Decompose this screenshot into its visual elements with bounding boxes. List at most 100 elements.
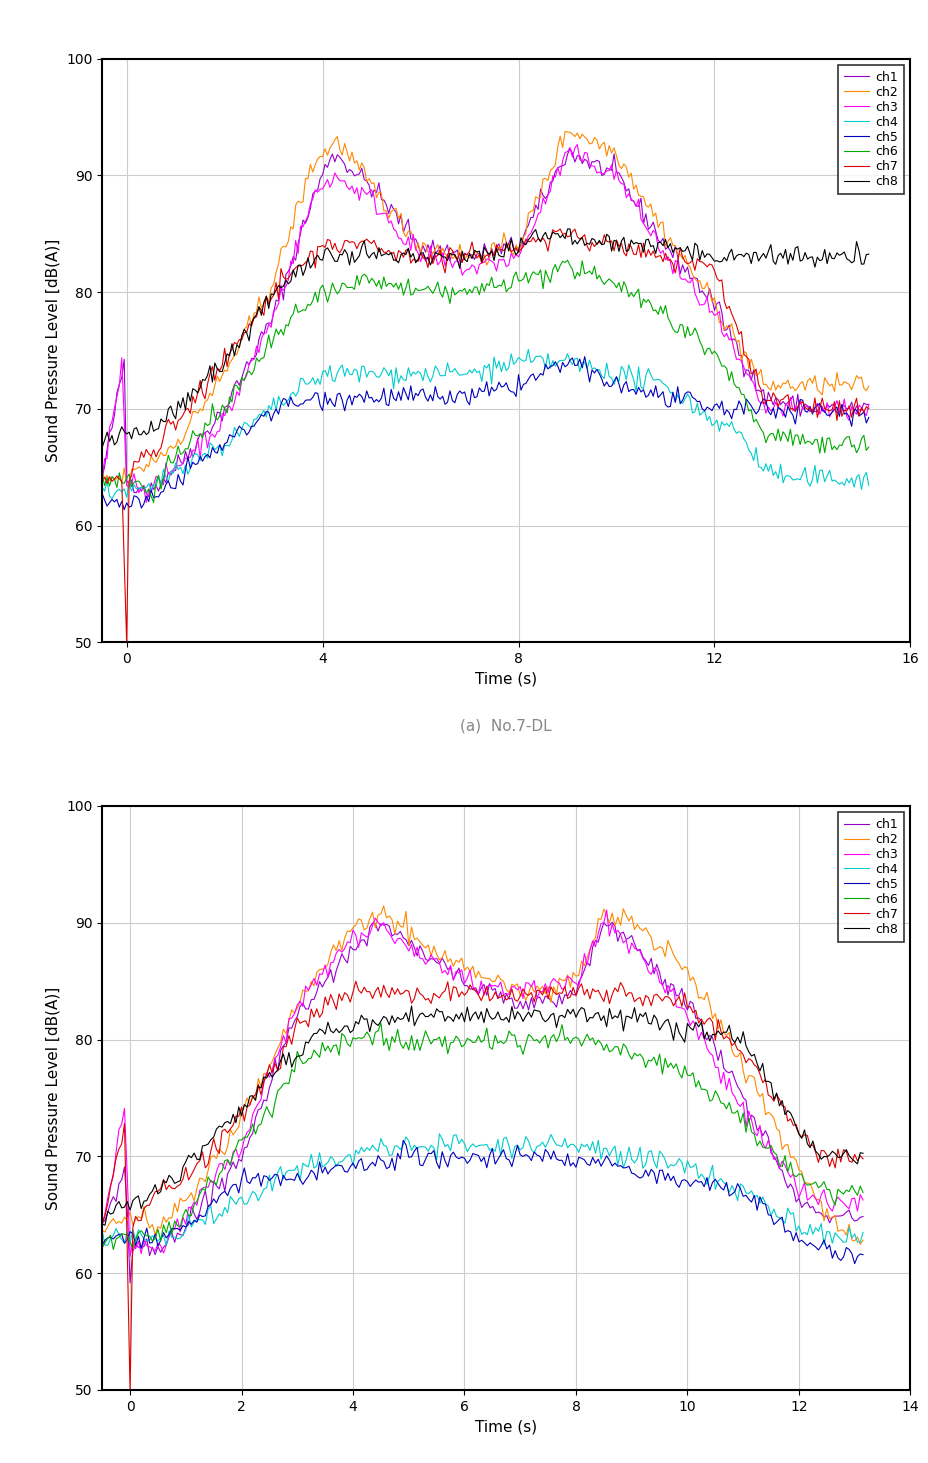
Line: ch4: ch4 [102, 1134, 862, 1245]
ch3 [305, 976, 316, 993]
Line: ch5: ch5 [102, 357, 868, 509]
ch3 [319, 176, 330, 193]
ch1 [319, 155, 330, 173]
ch1 [97, 468, 108, 486]
ch8 [463, 244, 474, 262]
ch3 [241, 366, 252, 383]
ch3 [701, 1039, 712, 1056]
ch6 [857, 1184, 868, 1201]
ch5 [119, 500, 130, 518]
ch7 [121, 633, 132, 651]
ch2 [97, 464, 108, 481]
ch1 [862, 396, 873, 414]
ch1 [701, 1031, 712, 1049]
ch7 [674, 238, 685, 256]
ch4 [346, 366, 357, 383]
ch4 [101, 473, 112, 490]
ch2 [559, 123, 570, 140]
ch1 [606, 913, 617, 930]
ch7 [466, 233, 477, 250]
ch1 [97, 1214, 108, 1232]
ch6 [163, 1213, 174, 1230]
ch3 [631, 941, 642, 958]
ch8 [862, 246, 873, 263]
ch8 [99, 1216, 110, 1233]
ch5 [319, 383, 330, 401]
ch2 [303, 982, 314, 999]
ch8 [564, 219, 575, 237]
ch5 [862, 408, 873, 426]
ch5 [857, 1246, 868, 1264]
ch8 [238, 320, 250, 338]
ch6 [346, 278, 357, 296]
ch8 [163, 1166, 174, 1184]
ch2 [754, 1088, 765, 1106]
ch6 [375, 1014, 386, 1031]
ch2 [674, 246, 685, 263]
ch6 [862, 439, 873, 456]
ch2 [101, 467, 112, 484]
ch7 [857, 1150, 868, 1167]
Y-axis label: Sound Pressure Level [dB(A)]: Sound Pressure Level [dB(A)] [45, 986, 60, 1210]
ch7 [701, 1011, 712, 1028]
ch3 [97, 470, 108, 487]
ch3 [97, 1216, 108, 1233]
ch3 [346, 177, 357, 195]
ch7 [554, 219, 565, 237]
ch6 [108, 1241, 119, 1258]
ch4 [674, 392, 685, 410]
ch5 [628, 1165, 639, 1182]
ch8 [756, 1055, 767, 1072]
ch5 [97, 484, 108, 502]
ch4 [862, 477, 873, 494]
ch4 [97, 478, 108, 496]
Line: ch3: ch3 [102, 910, 862, 1257]
ch1 [305, 990, 316, 1008]
ch2 [400, 903, 411, 920]
ch4 [400, 1128, 411, 1146]
ch6 [701, 1081, 712, 1099]
ch7 [403, 983, 414, 1001]
ch6 [101, 468, 112, 486]
ch6 [148, 493, 159, 511]
Line: ch6: ch6 [102, 260, 868, 502]
ch5 [698, 1178, 709, 1195]
ch8 [672, 240, 683, 257]
ch1 [674, 265, 685, 282]
ch8 [101, 423, 112, 440]
ch5 [346, 396, 357, 414]
ch5 [466, 380, 477, 398]
ch8 [400, 1004, 411, 1021]
ch1 [857, 1208, 868, 1226]
ch5 [303, 1167, 314, 1185]
ch5 [97, 1236, 108, 1254]
Line: ch2: ch2 [102, 132, 868, 484]
ch8 [305, 1028, 316, 1046]
ch1 [564, 140, 575, 158]
ch1 [346, 162, 357, 180]
ch1 [756, 1127, 767, 1144]
ch2 [121, 475, 132, 493]
Line: ch4: ch4 [102, 350, 868, 499]
ch7 [350, 973, 361, 990]
ch4 [756, 1188, 767, 1206]
ch7 [163, 1176, 174, 1194]
ch7 [319, 238, 330, 256]
ch4 [701, 1176, 712, 1194]
ch7 [862, 399, 873, 417]
Legend: ch1, ch2, ch3, ch4, ch5, ch6, ch7, ch8: ch1, ch2, ch3, ch4, ch5, ch6, ch7, ch8 [837, 812, 903, 942]
ch4 [241, 414, 252, 432]
ch7 [97, 470, 108, 487]
ch7 [756, 1074, 767, 1091]
ch8 [701, 1023, 712, 1040]
Line: ch1: ch1 [102, 922, 862, 1283]
ch1 [163, 1226, 174, 1244]
ch4 [305, 1146, 316, 1163]
ch6 [97, 467, 108, 484]
ch3 [857, 1191, 868, 1208]
ch5 [161, 1229, 172, 1246]
ch2 [854, 1236, 865, 1254]
ch2 [862, 377, 873, 395]
Line: ch8: ch8 [102, 228, 868, 448]
ch7 [101, 474, 112, 492]
